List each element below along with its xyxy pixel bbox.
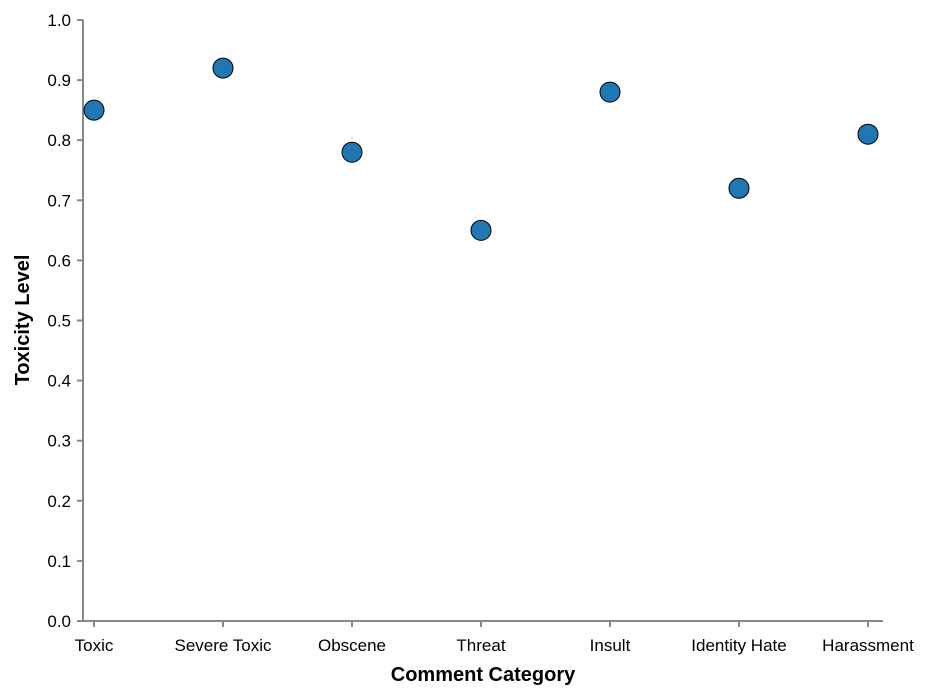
- y-tick-label: 0.3: [47, 432, 71, 451]
- y-axis-title: Toxicity Level: [12, 255, 34, 386]
- x-tick-label: Toxic: [75, 636, 114, 655]
- data-point: [857, 123, 879, 145]
- x-axis-title: Comment Category: [391, 664, 576, 686]
- y-tick-label: 0.6: [47, 251, 71, 270]
- x-tick-label: Threat: [456, 636, 505, 655]
- y-tick-label: 0.5: [47, 312, 71, 331]
- data-point: [470, 219, 492, 241]
- y-tick-label: 0.1: [47, 552, 71, 571]
- y-tick-label: 0.7: [47, 191, 71, 210]
- x-tick-label: Harassment: [822, 636, 914, 655]
- data-point: [728, 177, 750, 199]
- x-tick-label: Obscene: [318, 636, 386, 655]
- y-tick-label: 0.8: [47, 131, 71, 150]
- y-tick-label: 0.4: [47, 372, 71, 391]
- y-tick-label: 0.0: [47, 612, 71, 631]
- data-points: [83, 57, 879, 241]
- data-point: [341, 141, 363, 163]
- data-point: [599, 81, 621, 103]
- x-axis: Toxic Severe Toxic Obscene Threat Insult Iden…: [75, 620, 914, 655]
- x-tick-label: Identity Hate: [691, 636, 786, 655]
- x-tick-label: Severe Toxic: [174, 636, 272, 655]
- data-point: [83, 99, 105, 121]
- y-tick-label: 0.2: [47, 492, 71, 511]
- y-tick-label: 1.0: [47, 11, 71, 30]
- y-axis: 0.0 0.1 0.2 0.3 0.4 0.5 0.6 0.7 0.8 0.9 1.0: [47, 11, 84, 631]
- data-point: [212, 57, 234, 79]
- x-tick-label: Insult: [590, 636, 631, 655]
- y-tick-label: 0.9: [47, 71, 71, 90]
